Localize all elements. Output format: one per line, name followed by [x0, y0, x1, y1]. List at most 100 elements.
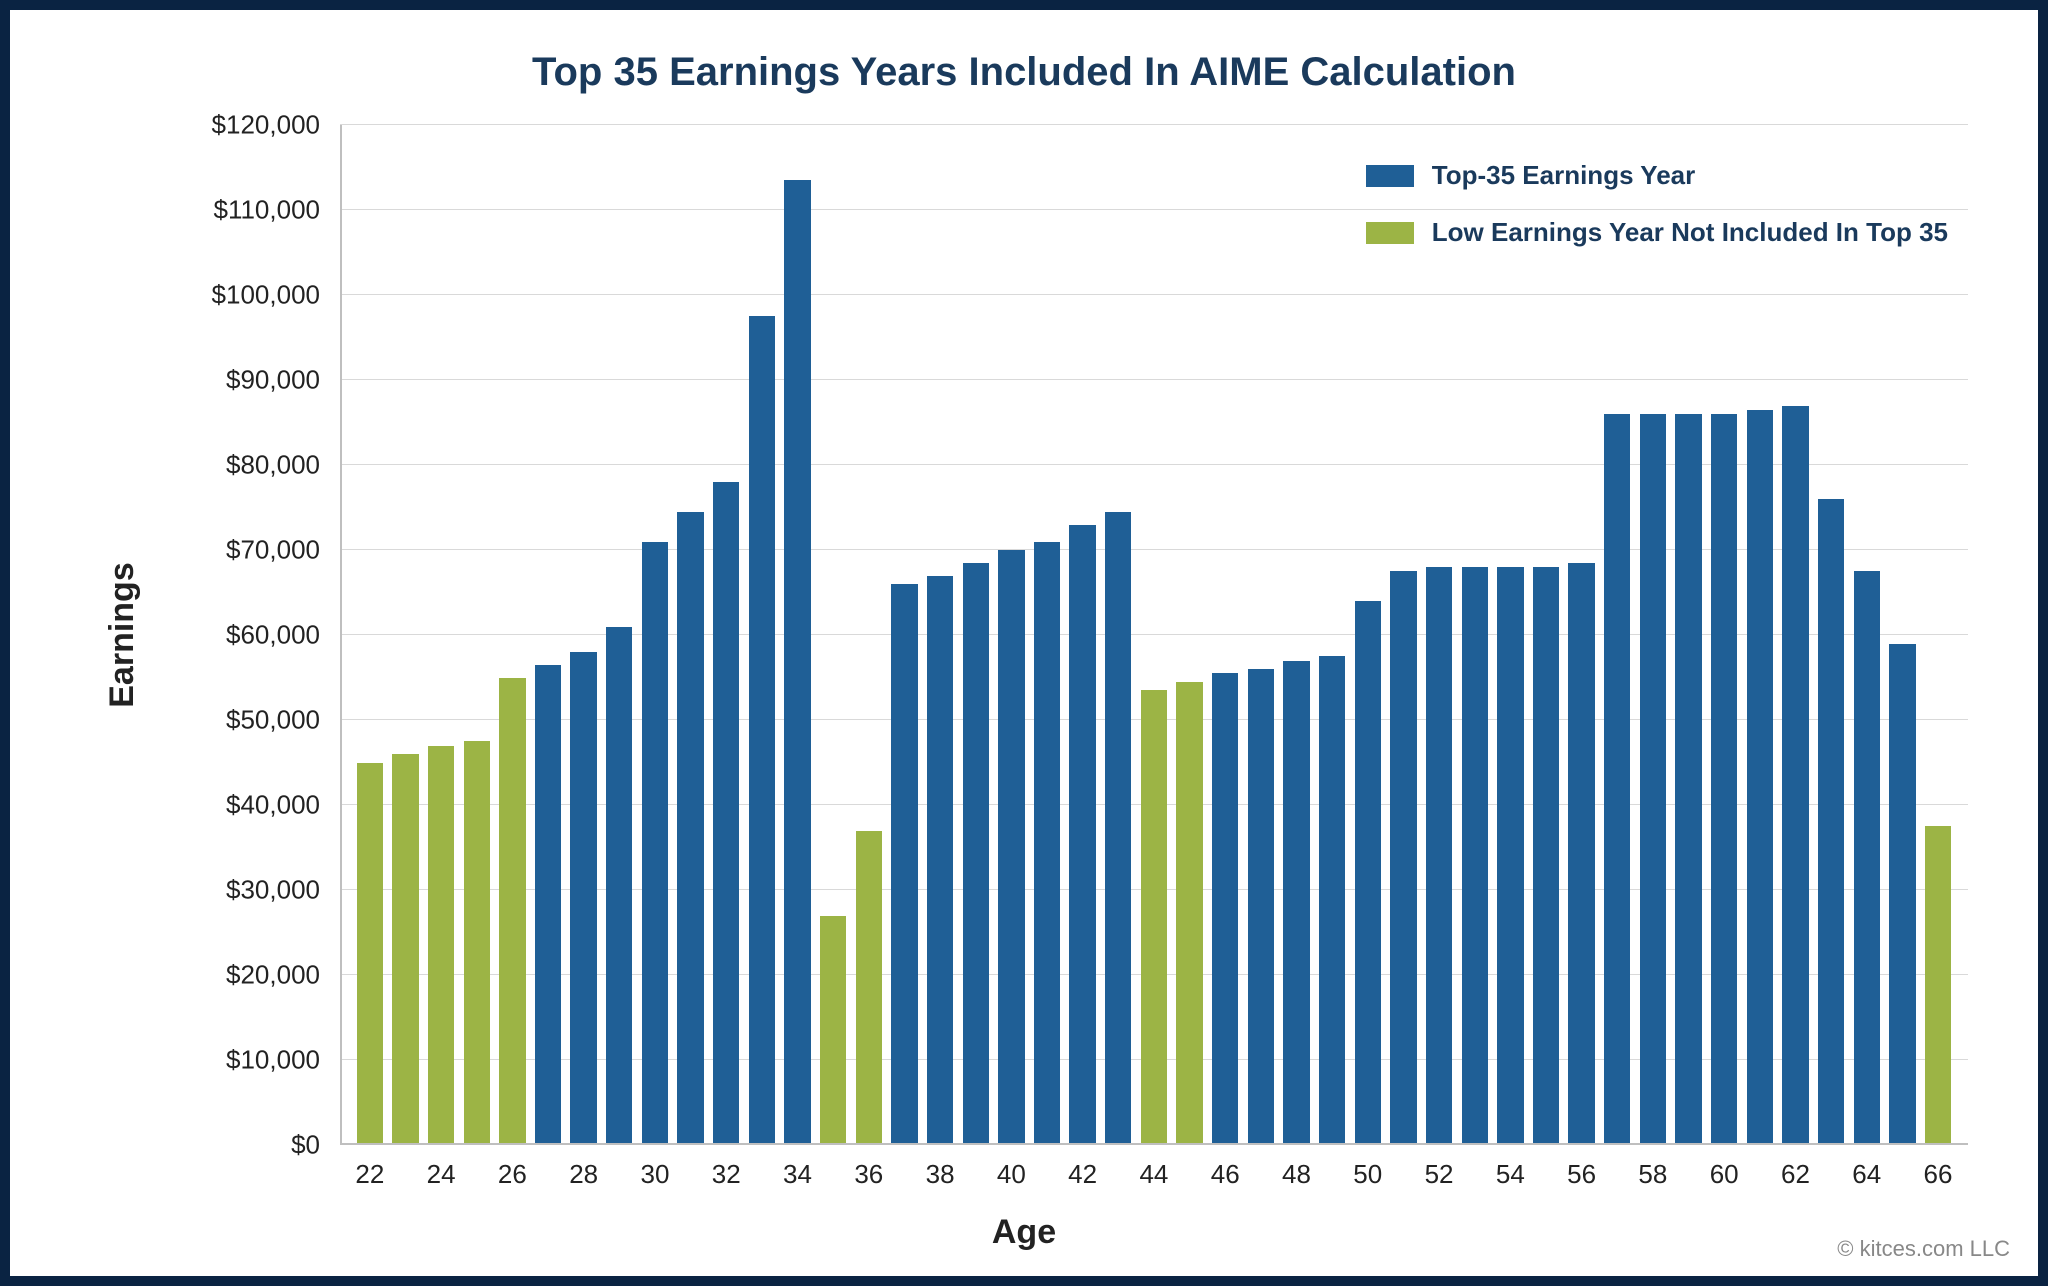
- bar: [891, 584, 917, 1145]
- bar: [820, 916, 846, 1146]
- bar-slot: [459, 125, 495, 1145]
- bar-slot: [1065, 125, 1101, 1145]
- y-tick: $20,000: [226, 960, 320, 991]
- x-tick: [815, 1145, 851, 1190]
- x-tick: [1813, 1145, 1849, 1190]
- chart-frame: Top 35 Earnings Years Included In AIME C…: [0, 0, 2048, 1286]
- x-tick: [958, 1145, 994, 1190]
- x-tick: 46: [1207, 1145, 1243, 1190]
- x-tick: 56: [1564, 1145, 1600, 1190]
- bar-slot: [1920, 125, 1956, 1145]
- bar-slot: [1564, 125, 1600, 1145]
- bar: [1782, 406, 1808, 1146]
- bar: [1426, 567, 1452, 1145]
- x-tick: 66: [1920, 1145, 1956, 1190]
- y-axis: $0$10,000$20,000$30,000$40,000$50,000$60…: [180, 125, 330, 1145]
- chart-area: Earnings $0$10,000$20,000$30,000$40,000$…: [50, 125, 1998, 1145]
- y-tick: $30,000: [226, 875, 320, 906]
- bar: [1176, 682, 1202, 1145]
- bar-slot: [1742, 125, 1778, 1145]
- y-axis-label: Earnings: [103, 562, 142, 707]
- bar: [428, 746, 454, 1146]
- plot-area: $0$10,000$20,000$30,000$40,000$50,000$60…: [180, 125, 1998, 1145]
- bar: [1533, 567, 1559, 1145]
- bar-slot: [1029, 125, 1065, 1145]
- bar-slot: [1635, 125, 1671, 1145]
- bar-slot: [1493, 125, 1529, 1145]
- bar-slot: [388, 125, 424, 1145]
- x-tick: [744, 1145, 780, 1190]
- bar: [570, 652, 596, 1145]
- bar-slot: [1100, 125, 1136, 1145]
- bar: [677, 512, 703, 1145]
- bar: [1818, 499, 1844, 1145]
- x-tick: [601, 1145, 637, 1190]
- bar: [357, 763, 383, 1146]
- x-tick: [1172, 1145, 1208, 1190]
- x-tick: [1599, 1145, 1635, 1190]
- x-tick: [1243, 1145, 1279, 1190]
- bar-slot: [601, 125, 637, 1145]
- bar-slot: [1421, 125, 1457, 1145]
- bar-slot: [1350, 125, 1386, 1145]
- x-axis-label: Age: [50, 1213, 1998, 1252]
- bar-slot: [566, 125, 602, 1145]
- bar-slot: [744, 125, 780, 1145]
- x-tick: [1386, 1145, 1422, 1190]
- bar: [1925, 826, 1951, 1145]
- x-tick: [1100, 1145, 1136, 1190]
- bar: [1069, 525, 1095, 1146]
- bar: [749, 316, 775, 1145]
- x-tick: 48: [1279, 1145, 1315, 1190]
- x-tick: [673, 1145, 709, 1190]
- x-tick: [530, 1145, 566, 1190]
- y-tick: $110,000: [213, 195, 320, 226]
- bar: [927, 576, 953, 1146]
- x-tick: 42: [1065, 1145, 1101, 1190]
- y-tick: $90,000: [226, 365, 320, 396]
- bar: [1711, 414, 1737, 1145]
- x-tick: 28: [566, 1145, 602, 1190]
- bar: [1854, 571, 1880, 1145]
- y-tick: $70,000: [226, 535, 320, 566]
- bar: [392, 754, 418, 1145]
- bar: [1604, 414, 1630, 1145]
- bar: [998, 550, 1024, 1145]
- bar: [1889, 644, 1915, 1146]
- bar: [1034, 542, 1060, 1146]
- bar-slot: [423, 125, 459, 1145]
- x-tick: 58: [1635, 1145, 1671, 1190]
- bar-slot: [1314, 125, 1350, 1145]
- y-tick: $80,000: [226, 450, 320, 481]
- bar-slot: [1279, 125, 1315, 1145]
- x-tick: 26: [495, 1145, 531, 1190]
- x-tick: [1457, 1145, 1493, 1190]
- bar-slot: [1243, 125, 1279, 1145]
- chart-title: Top 35 Earnings Years Included In AIME C…: [50, 50, 1998, 95]
- bar-slot: [1706, 125, 1742, 1145]
- bar-slot: [994, 125, 1030, 1145]
- y-tick: $100,000: [212, 280, 320, 311]
- bar: [642, 542, 668, 1146]
- bar: [1462, 567, 1488, 1145]
- x-tick: 36: [851, 1145, 887, 1190]
- x-tick: 52: [1421, 1145, 1457, 1190]
- x-tick: [1742, 1145, 1778, 1190]
- bar: [606, 627, 632, 1146]
- bar: [784, 180, 810, 1145]
- x-tick: [1528, 1145, 1564, 1190]
- y-tick: $60,000: [226, 620, 320, 651]
- x-tick: 60: [1706, 1145, 1742, 1190]
- bar-slot: [495, 125, 531, 1145]
- bar: [713, 482, 739, 1145]
- bar-slot: [1849, 125, 1885, 1145]
- bar: [535, 665, 561, 1145]
- bar-slot: [922, 125, 958, 1145]
- x-tick: [1314, 1145, 1350, 1190]
- bar-slot: [530, 125, 566, 1145]
- bar-slot: [815, 125, 851, 1145]
- x-tick: [459, 1145, 495, 1190]
- x-tick: 54: [1493, 1145, 1529, 1190]
- bar-slot: [780, 125, 816, 1145]
- bar-slot: [708, 125, 744, 1145]
